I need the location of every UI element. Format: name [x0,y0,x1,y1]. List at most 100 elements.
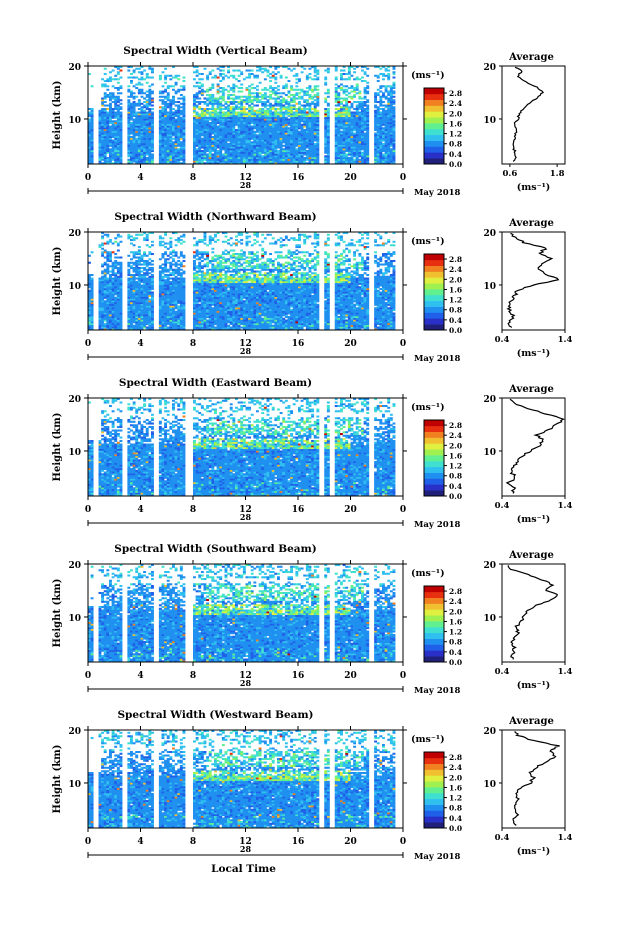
heatmap-cell [250,137,254,140]
heatmap-cell [324,101,328,104]
heatmap-cell [313,118,317,121]
heatmap-cell [287,130,291,133]
heatmap-cell [221,113,225,116]
heatmap-cell [172,66,175,69]
heatmap-cell [300,118,304,121]
heatmap-cell [127,300,131,303]
heatmap-cell [140,289,144,292]
heatmap-cell [106,242,110,245]
heatmap-cell [103,263,107,266]
heatmap-cell [193,129,196,132]
heatmap-cell [135,295,139,298]
heatmap-cell [127,144,131,147]
heatmap-cell [174,113,178,116]
heatmap-cell [284,160,288,163]
heatmap-cell [340,83,343,86]
heatmap-cell [130,141,133,144]
heatmap-cell [109,158,112,161]
heatmap-cell [379,144,383,147]
heatmap-cell [366,153,370,156]
heatmap-cell [303,109,307,112]
heatmap-cell [266,108,270,111]
heatmap-cell [298,134,301,137]
heatmap-cell [116,71,120,74]
heatmap-cell [242,111,246,114]
heatmap-cell [279,137,283,140]
heatmap-cell [140,130,144,133]
heatmap-cell [137,155,141,158]
heatmap-cell [116,130,120,133]
heatmap-cell [311,101,315,104]
heatmap-cell [277,155,280,158]
heatmap-cell [313,74,317,77]
heatmap-cell [214,134,217,137]
heatmap-cell [269,137,273,140]
heatmap-cell [342,130,346,133]
heatmap-cell [111,95,115,98]
heatmap-cell [169,78,173,81]
heatmap-cell [111,314,115,317]
heatmap-cell [135,314,139,317]
heatmap-cell [109,157,112,160]
heatmap-cell [350,146,354,149]
heatmap-cell [132,321,136,324]
heatmap-cell [235,108,238,111]
heatmap-cell [345,108,349,111]
heatmap-cell [137,300,141,303]
heatmap-cell [353,113,357,116]
heatmap-cell [256,92,259,95]
heatmap-cell [140,263,144,266]
heatmap-cell [284,150,288,153]
heatmap-cell [193,130,196,133]
heatmap-cell [232,144,236,147]
heatmap-cell [232,132,236,135]
heatmap-cell [382,132,385,135]
heatmap-cell [206,104,210,107]
heatmap-cell [256,76,259,79]
heatmap-cell [224,88,228,91]
heatmap-cell [271,88,275,91]
heatmap-cell [116,309,120,312]
heatmap-cell [219,102,223,105]
heatmap-cell [355,141,359,144]
heatmap-cell [350,157,354,160]
heatmap-cell [298,127,301,130]
heatmap-cell [334,66,338,69]
heatmap-cell [361,148,364,151]
heatmap-cell [237,123,241,126]
heatmap-cell [172,148,175,151]
heatmap-cell [219,130,223,133]
heatmap-cell [193,101,196,104]
heatmap-cell [295,148,299,151]
heatmap-cell [256,116,259,119]
heatmap-cell [221,155,225,158]
heatmap-cell [235,118,238,121]
heatmap-cell [303,115,307,118]
heatmap-cell [132,312,136,315]
heatmap-cell [282,122,286,125]
heatmap-cell [342,137,346,140]
heatmap-cell [103,132,107,135]
heatmap-cell [140,158,144,161]
heatmap-cell [116,150,120,153]
heatmap-cell [308,102,312,105]
heatmap-cell [179,132,183,135]
heatmap-cell [148,123,152,126]
heatmap-cell [295,73,299,76]
heatmap-cell [132,123,136,126]
heatmap-cell [342,144,346,147]
heatmap-cell [98,134,102,137]
heatmap-cell [274,160,278,163]
heatmap-cell [363,144,367,147]
heatmap-cell [179,150,183,153]
x-tick-label: 0 [85,173,91,183]
heatmap-cell [132,69,136,72]
heatmap-cell [256,85,259,88]
heatmap-cell [116,295,120,298]
heatmap-cell [158,113,162,116]
heatmap-cell [392,136,396,139]
heatmap-cell [90,144,94,147]
heatmap-cell [284,109,288,112]
heatmap-cell [384,97,388,100]
